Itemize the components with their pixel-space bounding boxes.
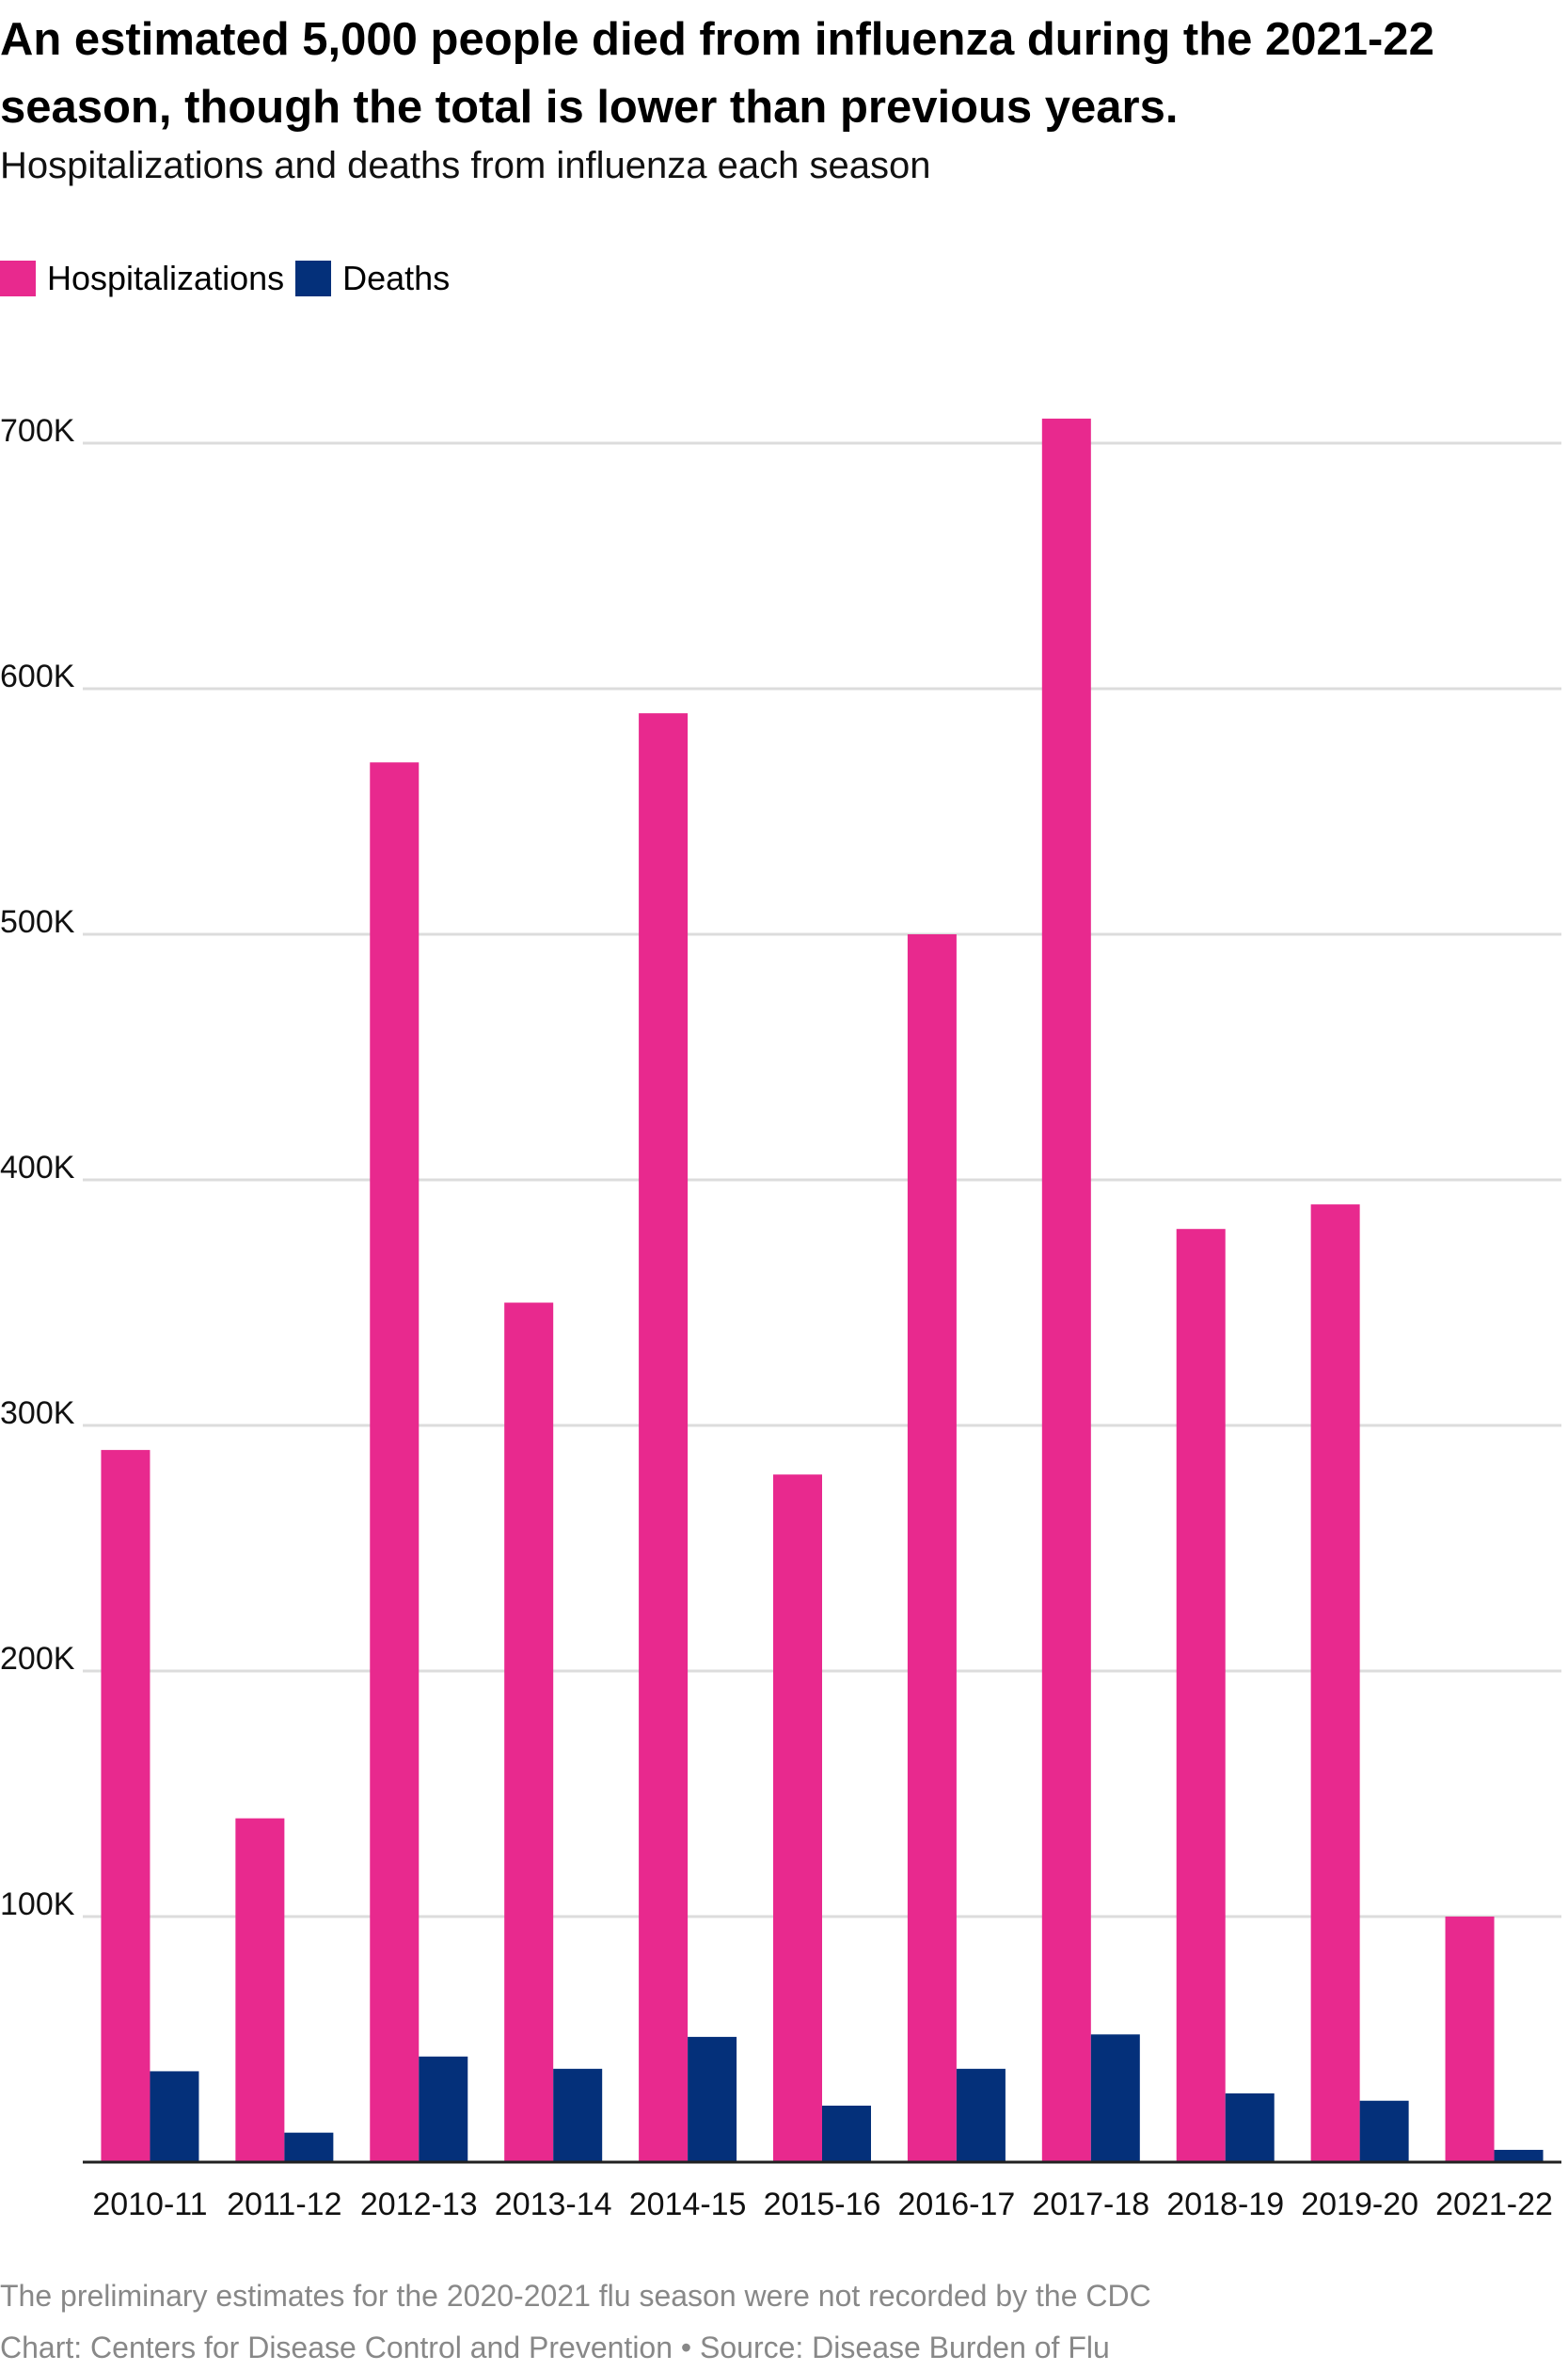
bar-deaths-2017-18 (1090, 2034, 1140, 2162)
bar-chart: 100K 200K 300K 400K 500K 600K 700K 2010-11 2011-… (0, 413, 1561, 2222)
legend-item-deaths: Deaths (295, 259, 450, 298)
bar-deaths-2011-12 (284, 2132, 334, 2162)
footnote: The preliminary estimates for the 2020-2… (0, 2279, 1151, 2313)
y-tick-label-500K: 500K (0, 904, 75, 940)
chart-title: An estimated 5,000 people died from infl… (0, 14, 1448, 133)
bar-hospitalizations-2010-11 (101, 1450, 150, 2162)
y-tick-label-600K: 600K (0, 659, 75, 694)
bar-deaths-2010-11 (150, 2071, 199, 2162)
bar-deaths-2021-22 (1494, 2149, 1544, 2162)
bar-hospitalizations-2014-15 (639, 713, 689, 2162)
bar-hospitalizations-2017-18 (1041, 418, 1091, 2162)
x-tick-label-2016-17: 2016-17 (898, 2187, 1016, 2222)
legend-swatch-deaths (295, 261, 332, 296)
y-tick-label-400K: 400K (0, 1150, 75, 1186)
bar-hospitalizations-2011-12 (235, 1818, 285, 2162)
bar-hospitalizations-2019-20 (1310, 1204, 1360, 2162)
bar-hospitalizations-2013-14 (504, 1302, 554, 2162)
legend-label-hospitalizations: Hospitalizations (47, 259, 285, 297)
x-tick-label-2012-13: 2012-13 (360, 2187, 478, 2222)
chart-subtitle: Hospitalizations and deaths from influen… (0, 145, 931, 186)
y-tick-label-200K: 200K (0, 1641, 75, 1677)
legend: Hospitalizations Deaths (0, 256, 461, 301)
legend-item-hospitalizations: Hospitalizations (0, 259, 284, 298)
x-tick-label-2010-11: 2010-11 (92, 2187, 207, 2222)
bar-deaths-2014-15 (688, 2036, 737, 2162)
bar-hospitalizations-2012-13 (370, 762, 420, 2162)
x-tick-label-2018-19: 2018-19 (1166, 2187, 1284, 2222)
x-tick-label-2019-20: 2019-20 (1301, 2187, 1418, 2222)
bar-deaths-2016-17 (956, 2068, 1006, 2162)
x-tick-label-2014-15: 2014-15 (629, 2187, 747, 2222)
x-tick-label-2015-16: 2015-16 (764, 2187, 881, 2222)
bar-hospitalizations-2018-19 (1176, 1229, 1226, 2162)
x-tick-label-2011-12: 2011-12 (227, 2187, 341, 2222)
y-tick-label-700K: 700K (0, 413, 75, 449)
bar-hospitalizations-2021-22 (1445, 1917, 1495, 2162)
bar-hospitalizations-2016-17 (907, 934, 957, 2162)
x-tick-label-2013-14: 2013-14 (495, 2187, 612, 2222)
y-tick-label-100K: 100K (0, 1886, 75, 1922)
bar-deaths-2012-13 (419, 2056, 468, 2162)
bar-hospitalizations-2015-16 (773, 1474, 822, 2162)
bar-deaths-2019-20 (1359, 2100, 1409, 2162)
legend-label-deaths: Deaths (342, 259, 451, 297)
source-credit: Chart: Centers for Disease Control and P… (0, 2331, 1110, 2364)
x-tick-label-2021-22: 2021-22 (1435, 2187, 1553, 2222)
bar-deaths-2018-19 (1225, 2093, 1275, 2162)
bar-deaths-2013-14 (553, 2068, 603, 2162)
x-tick-label-2017-18: 2017-18 (1032, 2187, 1149, 2222)
bar-deaths-2015-16 (822, 2105, 871, 2162)
legend-swatch-hospitalizations (0, 261, 36, 296)
y-tick-label-300K: 300K (0, 1395, 75, 1431)
